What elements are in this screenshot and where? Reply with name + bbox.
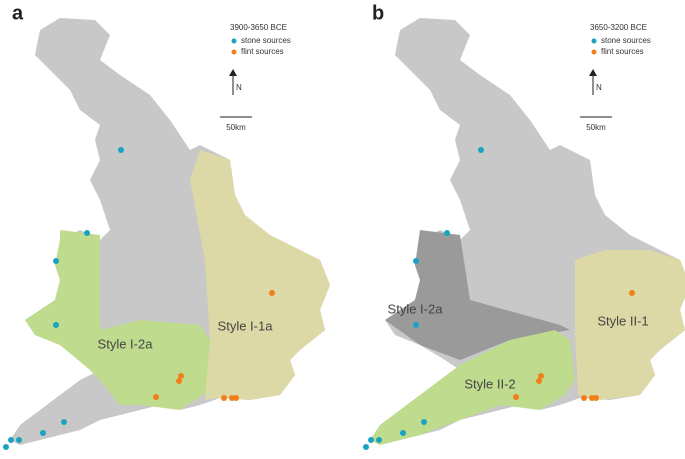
period: 3900-3650 BCE — [230, 23, 287, 32]
panel-label: b — [372, 2, 384, 24]
region-label: Style I-2a — [388, 301, 444, 316]
panel-label: a — [12, 2, 24, 24]
region-label: Style II-1 — [597, 313, 648, 328]
legend-item: flint sources — [601, 47, 644, 56]
scale: 50km — [586, 123, 606, 132]
legend-item: flint sources — [241, 47, 284, 56]
region-i-2a — [25, 230, 210, 410]
legend-item: stone sources — [601, 36, 651, 45]
region-label: Style I-1a — [218, 318, 274, 333]
panel-a: a 3900-3650 BCE stone sources flint sour… — [3, 2, 330, 450]
north: N — [236, 83, 242, 92]
region-ii-2 — [370, 330, 575, 445]
panel-b: b 3650-3200 BCE stone sources flint sour… — [363, 2, 685, 450]
region-i-1a — [190, 150, 330, 400]
region-ii-1 — [575, 250, 685, 400]
legend-item: stone sources — [241, 36, 291, 45]
region-i-2a — [385, 230, 570, 360]
scale: 50km — [226, 123, 246, 132]
region-label: Style I-2a — [98, 336, 154, 351]
north: N — [596, 83, 602, 92]
region-label: Style II-2 — [464, 376, 515, 391]
period: 3650-3200 BCE — [590, 23, 647, 32]
